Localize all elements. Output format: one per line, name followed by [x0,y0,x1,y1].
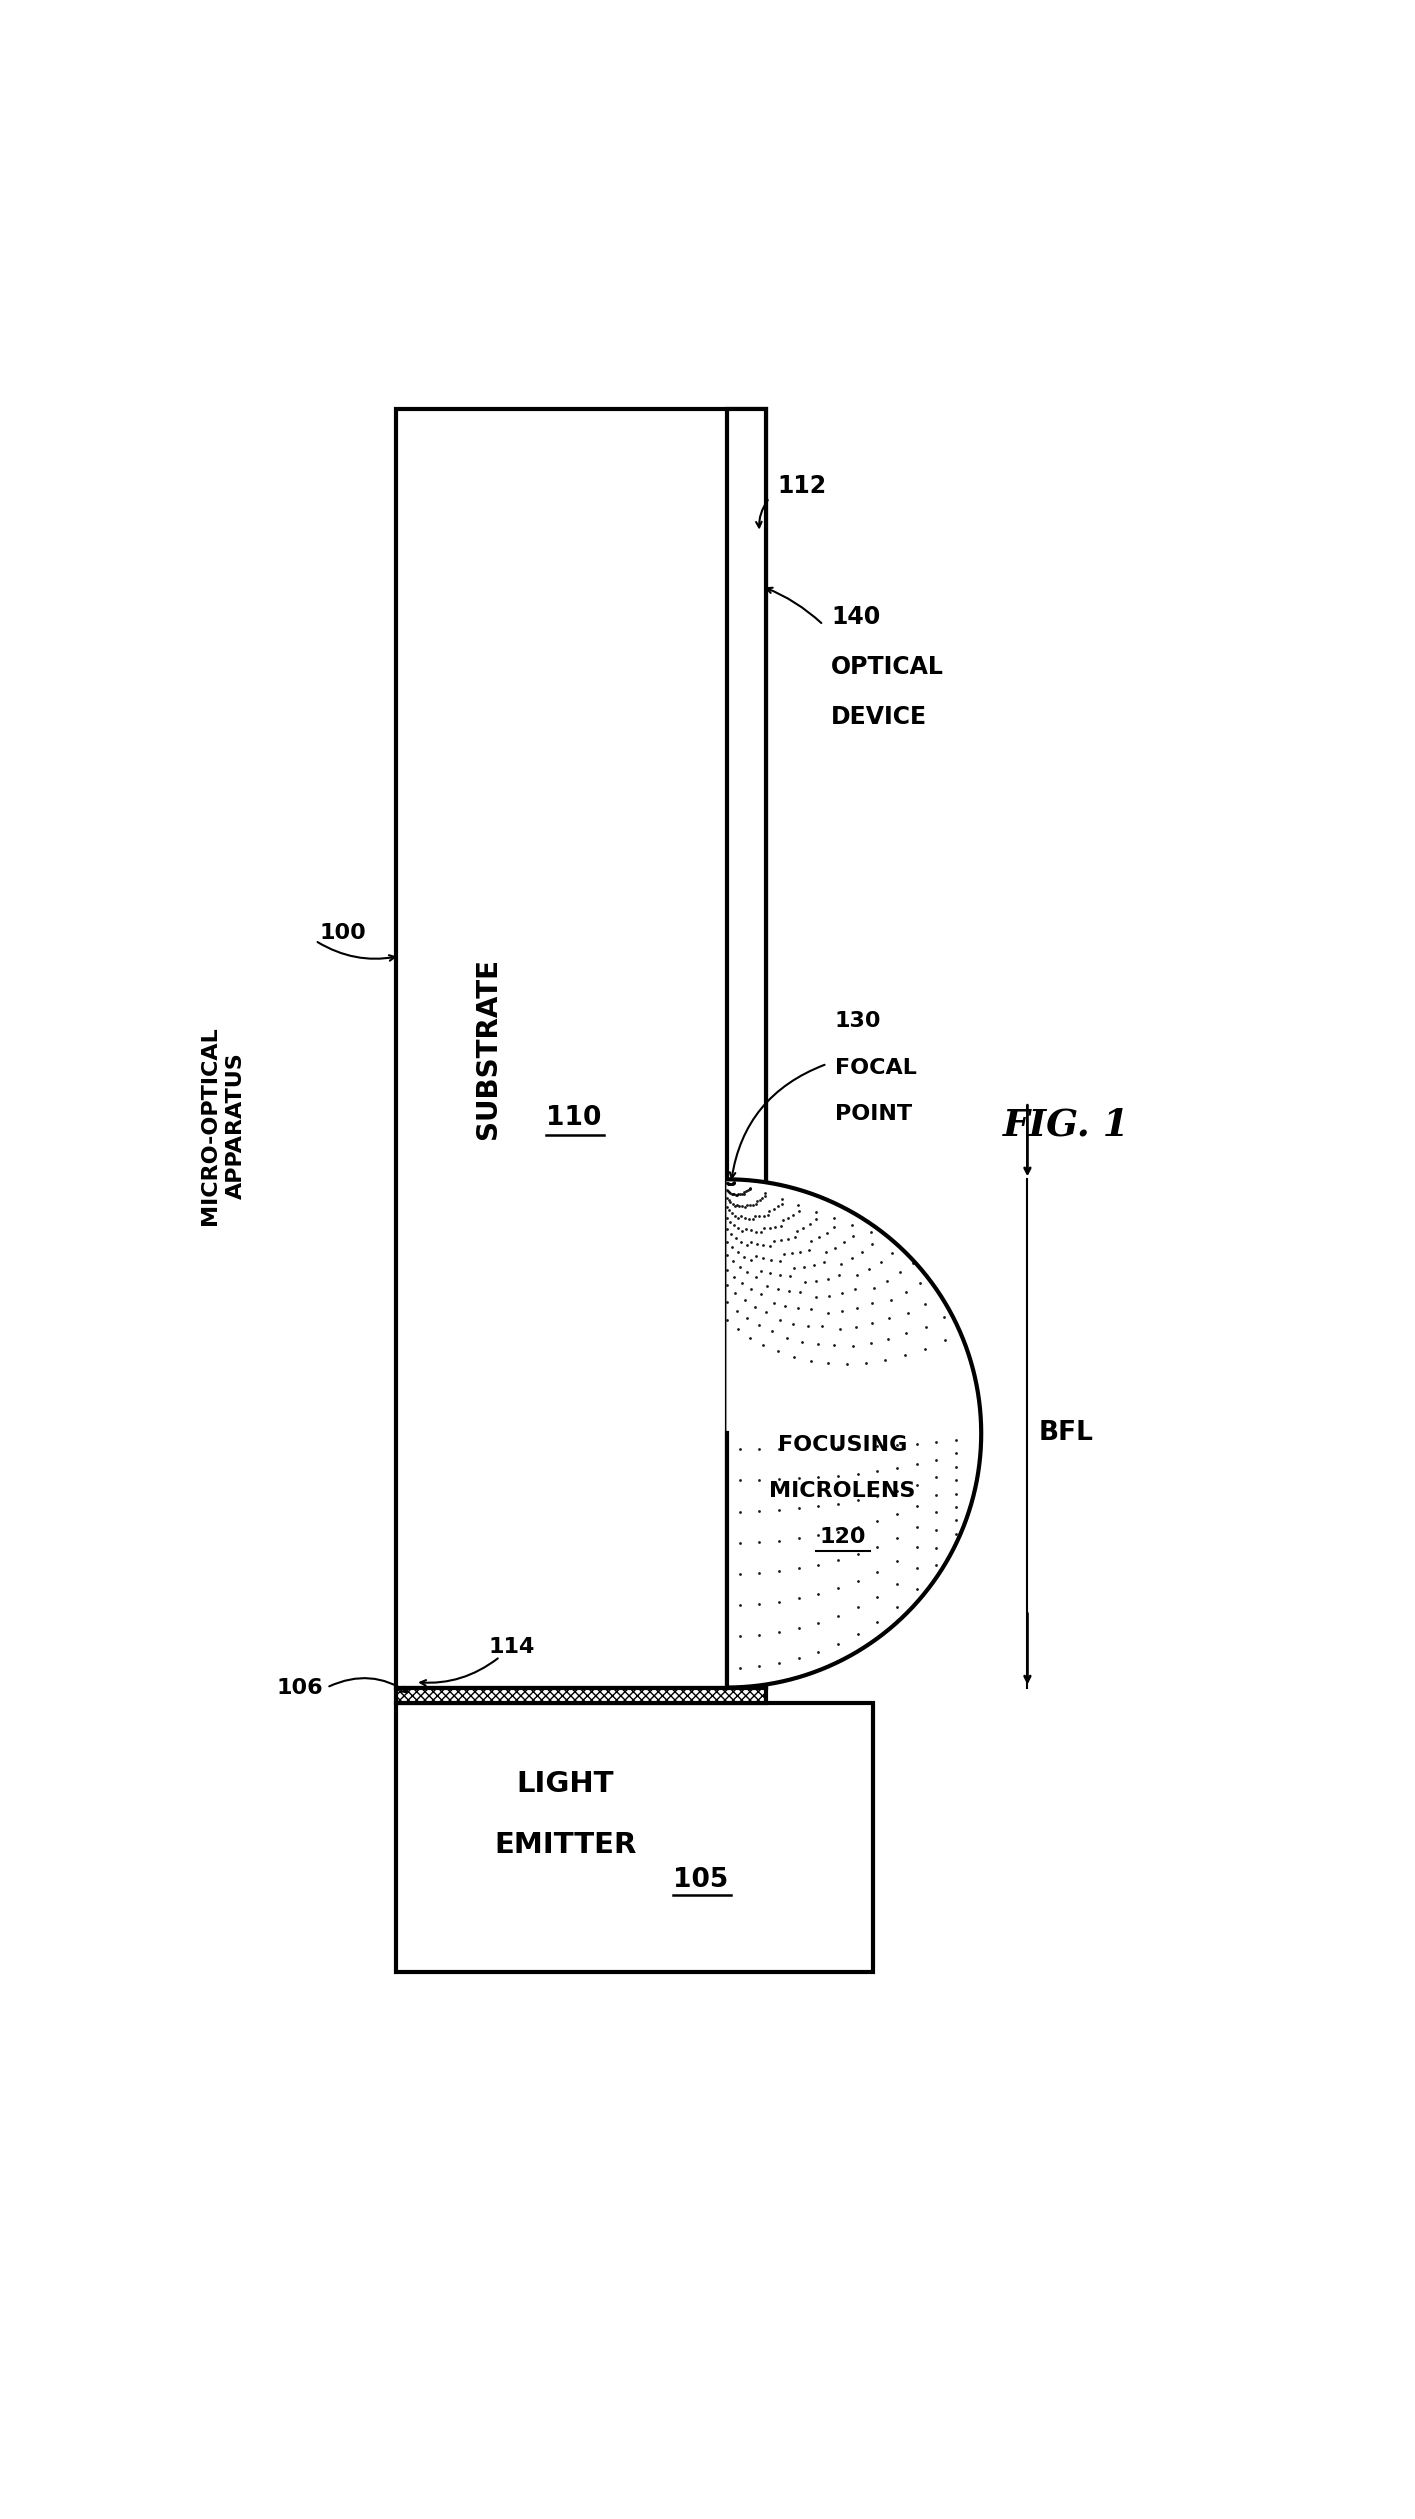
Text: 110: 110 [546,1106,601,1131]
Text: POINT: POINT [835,1103,913,1123]
Text: MICROLENS: MICROLENS [770,1481,916,1501]
Text: 120: 120 [819,1527,866,1547]
Text: DEVICE: DEVICE [831,705,927,731]
FancyBboxPatch shape [727,408,766,1688]
Text: FOCUSING: FOCUSING [778,1436,907,1456]
Text: LIGHT: LIGHT [516,1771,614,1799]
Polygon shape [396,1688,766,1703]
Text: OPTICAL: OPTICAL [831,655,944,680]
Polygon shape [396,1703,873,1972]
Text: 106: 106 [276,1678,323,1698]
Text: EMITTER: EMITTER [494,1831,637,1859]
Text: 100: 100 [318,922,365,942]
Text: 114: 114 [488,1637,535,1658]
Text: FIG. 1: FIG. 1 [1002,1106,1129,1144]
Text: MICRO-OPTICAL
APPARATUS: MICRO-OPTICAL APPARATUS [200,1025,246,1224]
Polygon shape [727,1179,981,1688]
Text: 112: 112 [777,474,826,499]
Text: SUBSTRATE: SUBSTRATE [474,957,502,1139]
Text: 105: 105 [674,1867,729,1892]
Text: FOCAL: FOCAL [835,1058,917,1078]
Text: 140: 140 [831,605,880,630]
Text: 130: 130 [835,1013,882,1030]
Text: BFL: BFL [1039,1421,1094,1446]
FancyBboxPatch shape [396,408,766,1688]
